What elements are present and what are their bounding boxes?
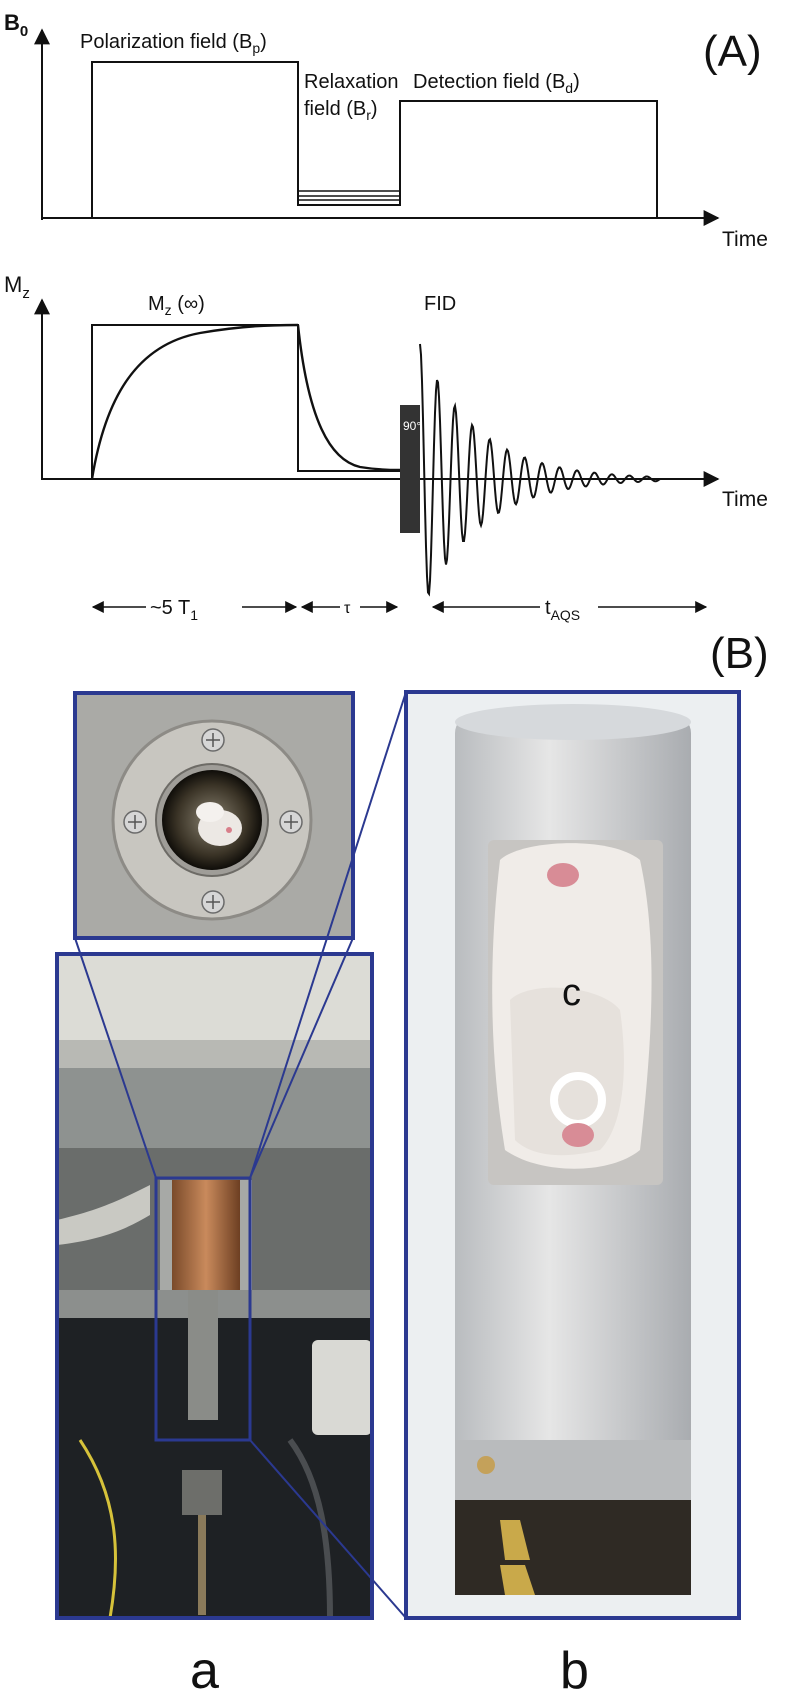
mz-ideal-step xyxy=(91,324,400,479)
top-field-plot: B0 Time Polarization field (Bp) Relaxati… xyxy=(4,10,768,251)
zoom-region-box xyxy=(154,1176,252,1442)
bottom-y-axis-label: Mz xyxy=(4,272,30,302)
panel-a-label: (A) xyxy=(703,27,762,76)
mz-decay-curve xyxy=(296,324,401,472)
panel-b-label: (B) xyxy=(710,629,769,678)
mz-buildup-curve xyxy=(90,323,299,480)
polarization-field-label: Polarization field (Bp) xyxy=(80,31,267,56)
mz-infinity-label: Mz (∞) xyxy=(148,293,205,318)
magnetization-plot: Mz Time 90° Mz (∞) FID xyxy=(4,272,768,597)
top-x-axis-label: Time xyxy=(722,228,768,251)
rf-pulse-block xyxy=(400,405,420,533)
letter-c-label: c xyxy=(562,972,581,1014)
relaxation-field-label-line2: field (Br) xyxy=(304,98,378,123)
relaxation-field-label-line1: Relaxation xyxy=(304,71,399,93)
field-waveform xyxy=(42,61,700,219)
rf-pulse-label: 90° xyxy=(403,419,421,433)
fid-signal xyxy=(419,343,661,597)
taqs-label: tAQS xyxy=(545,597,580,623)
bottom-x-axis-label: Time xyxy=(722,488,768,511)
relaxation-field-levels xyxy=(298,190,400,201)
mouse-holder-photo xyxy=(404,690,741,1620)
zoom-connector-lines xyxy=(74,691,407,1619)
tau-label: τ xyxy=(344,600,351,617)
t1-duration-label: ~5 T1 xyxy=(150,597,198,623)
fid-label: FID xyxy=(424,293,456,315)
caption-a: a xyxy=(190,1642,219,1700)
caption-b: b xyxy=(560,1642,589,1700)
apparatus-photo xyxy=(55,952,374,1620)
top-y-axis-label: B0 xyxy=(4,10,28,40)
detection-field-label: Detection field (Bd) xyxy=(413,71,580,96)
inset-bore-photo xyxy=(73,691,355,940)
timing-annotations: ~5 T1 τ tAQS xyxy=(91,597,708,623)
